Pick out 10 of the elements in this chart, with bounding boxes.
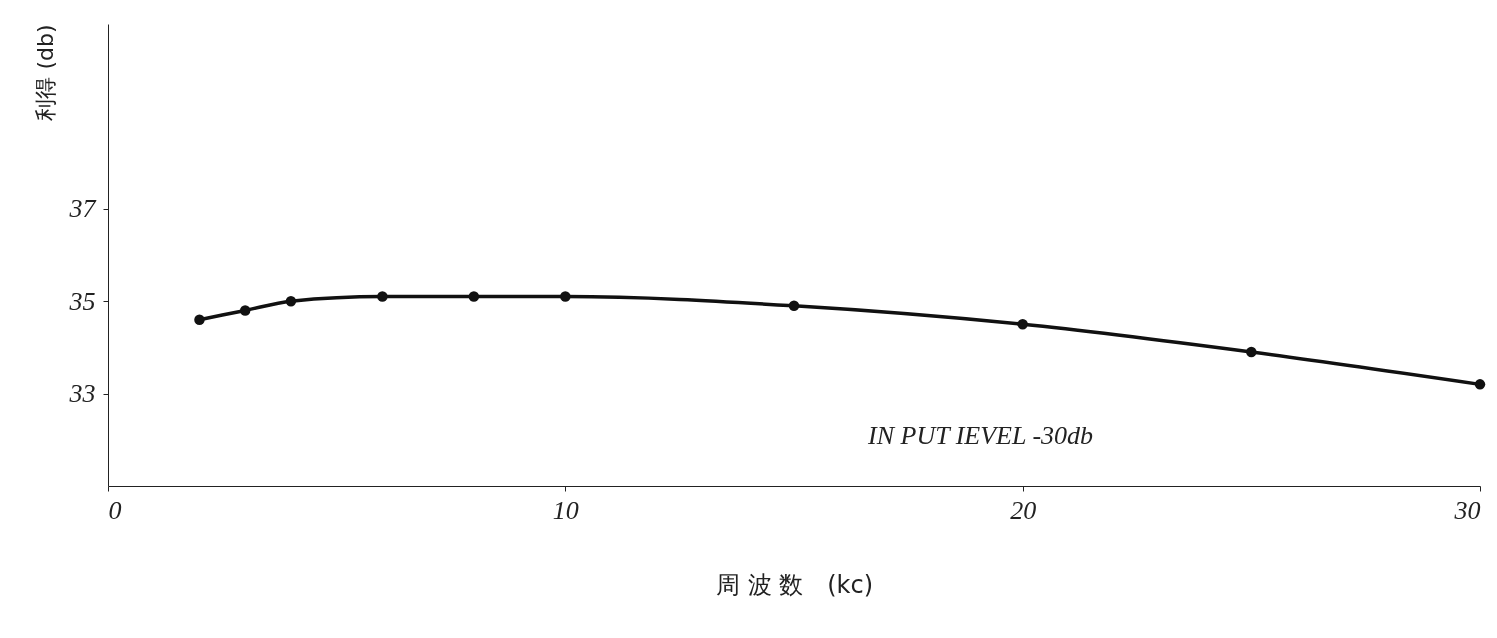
y-axis-title: 利得 (db) [32,24,58,121]
x-tick-label: 20 [1010,495,1037,525]
annotation: IN PUT IEVEL -30db [867,421,1094,450]
y-tick-label: 33 [68,379,96,409]
x-tick-label: 10 [552,495,579,525]
x-axis-title: 周 波 数 (kc) [715,570,874,599]
y-tick-label: 37 [68,194,97,224]
x-tick-label: 30 [1453,495,1481,525]
x-tick-label: 0 [108,495,122,525]
y-tick-label: 35 [68,286,96,316]
